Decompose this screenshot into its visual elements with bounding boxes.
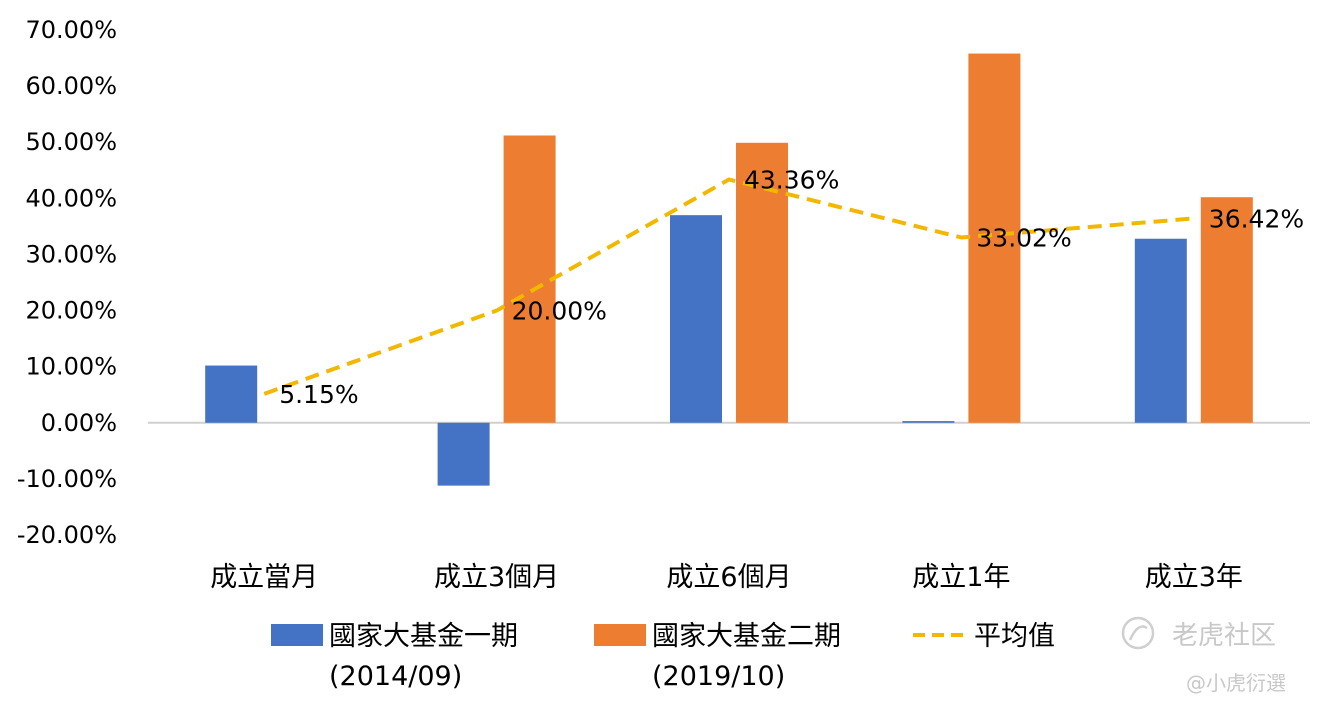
bar-series-1 [437,422,490,486]
y-tick-label: 60.00% [25,72,117,100]
average-data-label: 43.36% [744,165,839,194]
average-data-label: 36.42% [1209,204,1304,233]
y-tick-label: 50.00% [25,128,117,156]
watermark-brand: 老虎社区 [1172,621,1276,651]
x-category-label: 成立1年 [912,562,1010,593]
average-data-label: 20.00% [512,297,607,326]
average-data-label: 5.15% [279,380,358,409]
bar-series-2 [736,142,788,423]
y-tick-label: 40.00% [25,184,117,212]
watermark-handle: @小虎衍選 [1186,671,1286,695]
average-data-labels: 5.15% 20.00% 43.36% 33.02% 36.42% [279,165,1304,408]
legend-sublabel-series-1: (2014/09) [329,661,462,692]
y-tick-label: 30.00% [25,240,117,268]
x-axis-category-labels: 成立當月 成立3個月 成立6個月 成立1年 成立3年 [210,562,1243,593]
bar-series-1 [205,365,258,423]
y-tick-label: 0.00% [41,409,117,437]
watermark: 老虎社区 @小虎衍選 [1121,616,1286,695]
x-category-label: 成立6個月 [666,562,791,593]
legend-label-series-3: 平均值 [974,621,1055,652]
legend: 國家大基金一期 (2014/09) 國家大基金二期 (2019/10) 平均值 [271,621,1055,692]
bar-series-1 [902,421,955,423]
legend-label-series-2: 國家大基金二期 [652,621,841,652]
x-category-label: 成立3年 [1145,562,1243,593]
x-category-label: 成立當月 [210,562,318,593]
y-tick-label: -10.00% [17,465,117,493]
bar-series-1 [670,215,722,423]
average-line [263,177,1194,396]
legend-swatch-series-1 [271,624,323,646]
legend-label-series-1: 國家大基金一期 [329,621,518,652]
y-tick-label: 10.00% [25,353,117,381]
bar-series-2 [503,135,556,423]
average-data-label: 33.02% [976,223,1071,252]
bar-series-2 [968,53,1021,423]
bar-series-1 [1134,238,1187,423]
y-tick-label: 20.00% [25,297,117,325]
legend-sublabel-series-2: (2019/10) [652,661,785,692]
x-category-label: 成立3個月 [434,562,559,593]
bars [205,53,1253,486]
y-axis-tick-labels: 70.00% 60.00% 50.00% 40.00% 30.00% 20.00% 10.0… [17,16,117,549]
y-tick-label: 70.00% [25,16,117,44]
y-tick-label: -20.00% [17,521,117,549]
legend-swatch-series-2 [594,624,646,646]
watermark-logo-icon [1121,616,1155,650]
bar-series-2 [1200,197,1253,423]
